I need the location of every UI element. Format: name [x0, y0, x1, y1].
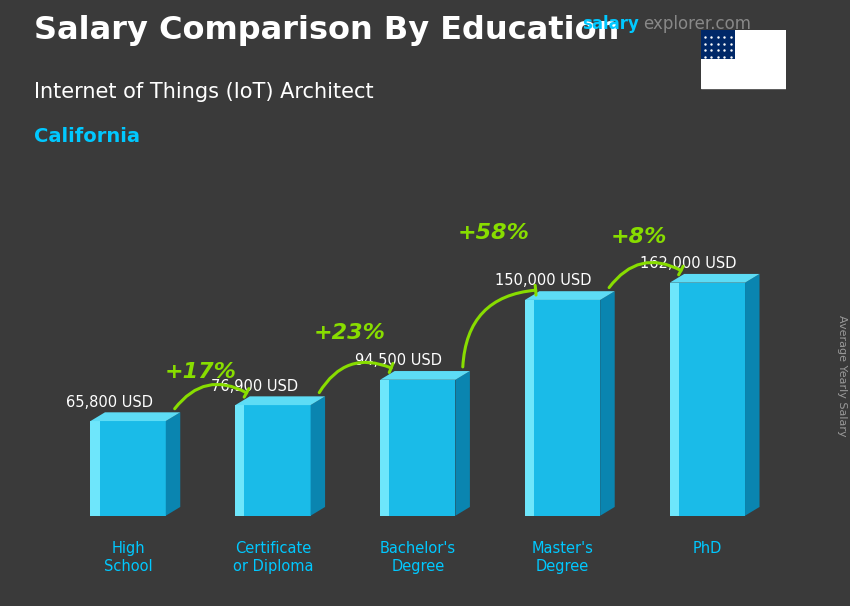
- Polygon shape: [90, 421, 166, 516]
- Text: Internet of Things (IoT) Architect: Internet of Things (IoT) Architect: [34, 82, 374, 102]
- Polygon shape: [90, 421, 99, 516]
- Polygon shape: [380, 371, 470, 380]
- Polygon shape: [90, 412, 180, 421]
- Text: 150,000 USD: 150,000 USD: [496, 273, 592, 288]
- Bar: [701, 40, 786, 50]
- Text: California: California: [34, 127, 140, 146]
- Polygon shape: [235, 396, 325, 405]
- Polygon shape: [235, 405, 244, 516]
- Text: 65,800 USD: 65,800 USD: [65, 395, 153, 410]
- Text: +8%: +8%: [610, 227, 667, 247]
- Bar: [701, 59, 786, 68]
- Polygon shape: [310, 396, 325, 516]
- Text: +58%: +58%: [458, 222, 530, 242]
- Polygon shape: [525, 300, 534, 516]
- Text: 162,000 USD: 162,000 USD: [640, 256, 737, 271]
- Bar: [701, 30, 735, 59]
- Polygon shape: [525, 300, 600, 516]
- Bar: [701, 78, 786, 88]
- Text: salary: salary: [582, 15, 639, 33]
- Text: explorer.com: explorer.com: [643, 15, 751, 33]
- Text: Salary Comparison By Education: Salary Comparison By Education: [34, 15, 620, 46]
- Polygon shape: [670, 274, 760, 282]
- Polygon shape: [380, 380, 456, 516]
- Text: 94,500 USD: 94,500 USD: [355, 353, 443, 368]
- Text: +23%: +23%: [314, 323, 385, 343]
- Polygon shape: [670, 282, 745, 516]
- Polygon shape: [670, 282, 679, 516]
- Polygon shape: [745, 274, 760, 516]
- Text: 76,900 USD: 76,900 USD: [211, 379, 298, 394]
- Polygon shape: [456, 371, 470, 516]
- Text: Average Yearly Salary: Average Yearly Salary: [837, 315, 847, 436]
- Bar: [701, 50, 786, 59]
- Bar: [701, 68, 786, 78]
- Text: +17%: +17%: [164, 362, 236, 382]
- Polygon shape: [380, 380, 389, 516]
- Polygon shape: [235, 405, 310, 516]
- Polygon shape: [166, 412, 180, 516]
- Polygon shape: [525, 291, 615, 300]
- Bar: [701, 30, 786, 40]
- Polygon shape: [600, 291, 615, 516]
